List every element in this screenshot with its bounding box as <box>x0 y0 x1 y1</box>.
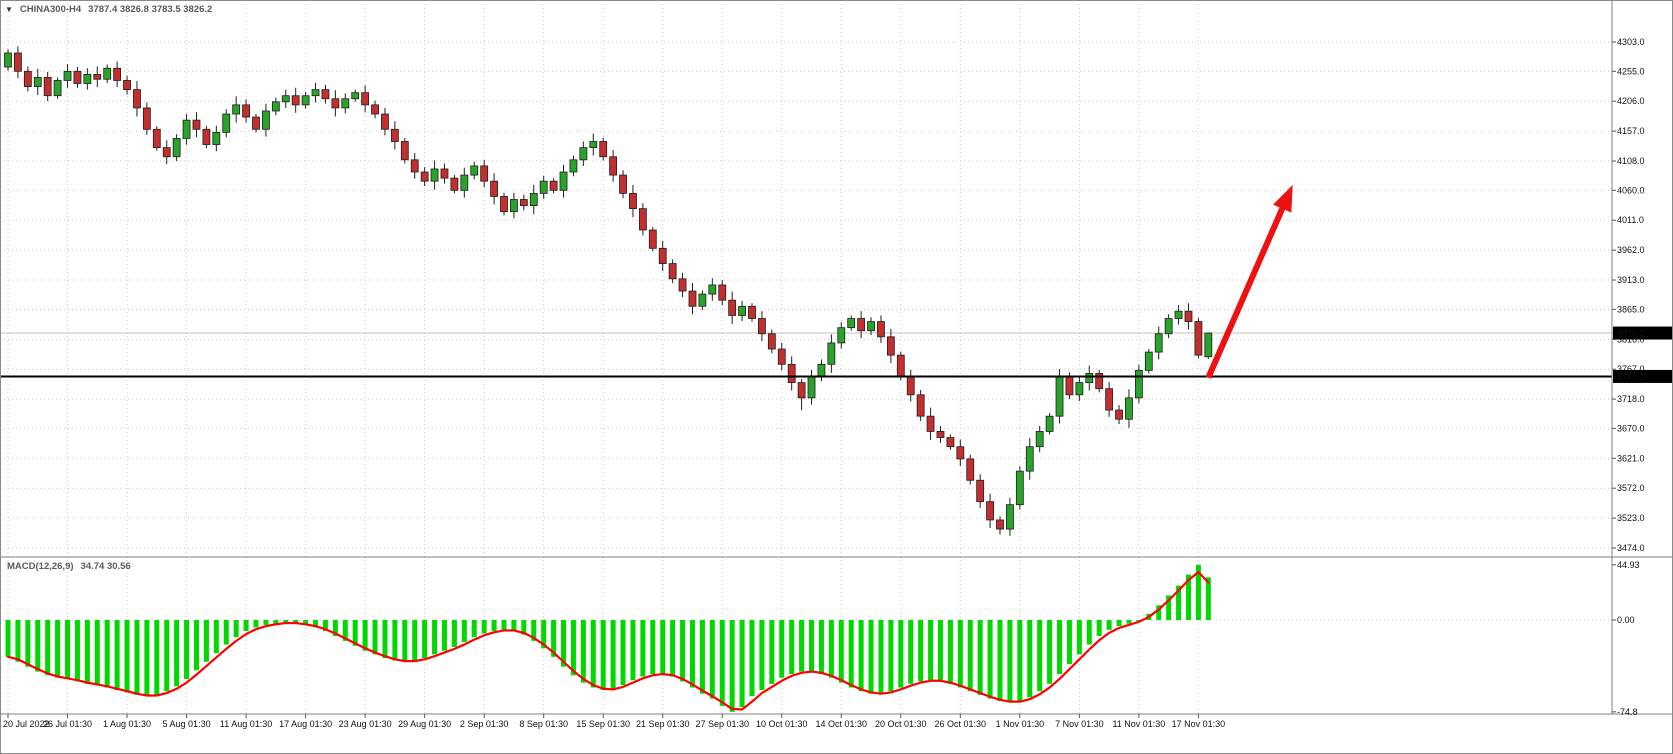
svg-text:4157.0: 4157.0 <box>1617 126 1645 136</box>
svg-text:7 Nov 01:30: 7 Nov 01:30 <box>1055 719 1104 729</box>
svg-text:8 Sep 01:30: 8 Sep 01:30 <box>519 719 568 729</box>
svg-text:3865.0: 3865.0 <box>1617 304 1645 314</box>
svg-text:3755.1: 3755.1 <box>1617 372 1645 382</box>
macd-axis: 44.93 0.00 -74.8 <box>1612 560 1640 717</box>
svg-text:3621.0: 3621.0 <box>1617 453 1645 463</box>
svg-text:17 Aug 01:30: 17 Aug 01:30 <box>279 719 332 729</box>
svg-text:20 Jul 2022: 20 Jul 2022 <box>3 719 50 729</box>
svg-text:3913.0: 3913.0 <box>1617 275 1645 285</box>
svg-text:0.00: 0.00 <box>1617 615 1635 625</box>
svg-text:44.93: 44.93 <box>1617 560 1640 570</box>
svg-text:15 Sep 01:30: 15 Sep 01:30 <box>576 719 630 729</box>
macd-series <box>5 564 1211 712</box>
svg-text:17 Nov 01:30: 17 Nov 01:30 <box>1172 719 1226 729</box>
svg-text:3523.0: 3523.0 <box>1617 513 1645 523</box>
price-badges: 3826.2 3755.1 <box>1613 326 1672 383</box>
svg-text:27 Sep 01:30: 27 Sep 01:30 <box>695 719 749 729</box>
svg-text:4206.0: 4206.0 <box>1617 96 1645 106</box>
svg-text:29 Aug 01:30: 29 Aug 01:30 <box>398 719 451 729</box>
svg-text:3670.0: 3670.0 <box>1617 423 1645 433</box>
chart-dropdown-icon[interactable]: ▼ <box>5 4 13 14</box>
svg-text:4011.0: 4011.0 <box>1617 215 1644 225</box>
grid <box>0 0 1612 714</box>
svg-text:3718.0: 3718.0 <box>1617 394 1645 404</box>
svg-text:26 Jul 01:30: 26 Jul 01:30 <box>43 719 92 729</box>
macd-indicator-label: MACD(12,26,9) 34.74 30.56 <box>7 561 131 572</box>
symbol-name: CHINA300-H4 <box>19 4 82 15</box>
svg-text:20 Oct 01:30: 20 Oct 01:30 <box>875 719 927 729</box>
svg-text:1 Nov 01:30: 1 Nov 01:30 <box>996 719 1045 729</box>
svg-text:5 Aug 01:30: 5 Aug 01:30 <box>163 719 211 729</box>
svg-text:1 Aug 01:30: 1 Aug 01:30 <box>103 719 151 729</box>
svg-text:2 Sep 01:30: 2 Sep 01:30 <box>460 719 509 729</box>
svg-text:26 Oct 01:30: 26 Oct 01:30 <box>935 719 987 729</box>
svg-text:23 Aug 01:30: 23 Aug 01:30 <box>339 719 392 729</box>
svg-text:11 Aug 01:30: 11 Aug 01:30 <box>220 719 272 729</box>
symbol-ohlc-label: ▼ CHINA300-H4 3787.4 3826.8 3783.5 3826.… <box>5 4 212 15</box>
svg-text:11 Nov 01:30: 11 Nov 01:30 <box>1112 719 1165 729</box>
macd-name: MACD(12,26,9) <box>7 561 74 572</box>
svg-text:4060.0: 4060.0 <box>1617 185 1645 195</box>
svg-text:3767.0: 3767.0 <box>1617 364 1645 374</box>
ohlc-values: 3787.4 3826.8 3783.5 3826.2 <box>88 4 213 15</box>
candlestick-series <box>4 46 1213 536</box>
svg-text:3962.0: 3962.0 <box>1617 245 1645 255</box>
svg-text:4255.0: 4255.0 <box>1617 66 1645 76</box>
svg-text:4108.0: 4108.0 <box>1617 156 1645 166</box>
svg-text:14 Oct 01:30: 14 Oct 01:30 <box>816 719 868 729</box>
macd-values: 34.74 30.56 <box>80 561 131 572</box>
svg-text:3826.2: 3826.2 <box>1617 329 1645 339</box>
svg-text:21 Sep 01:30: 21 Sep 01:30 <box>636 719 690 729</box>
svg-text:4303.0: 4303.0 <box>1617 37 1645 47</box>
svg-text:3572.0: 3572.0 <box>1617 483 1645 493</box>
svg-text:10 Oct 01:30: 10 Oct 01:30 <box>756 719 808 729</box>
svg-text:-74.8: -74.8 <box>1617 707 1638 717</box>
svg-text:3474.0: 3474.0 <box>1617 543 1645 553</box>
trend-arrow[interactable] <box>1205 184 1293 379</box>
